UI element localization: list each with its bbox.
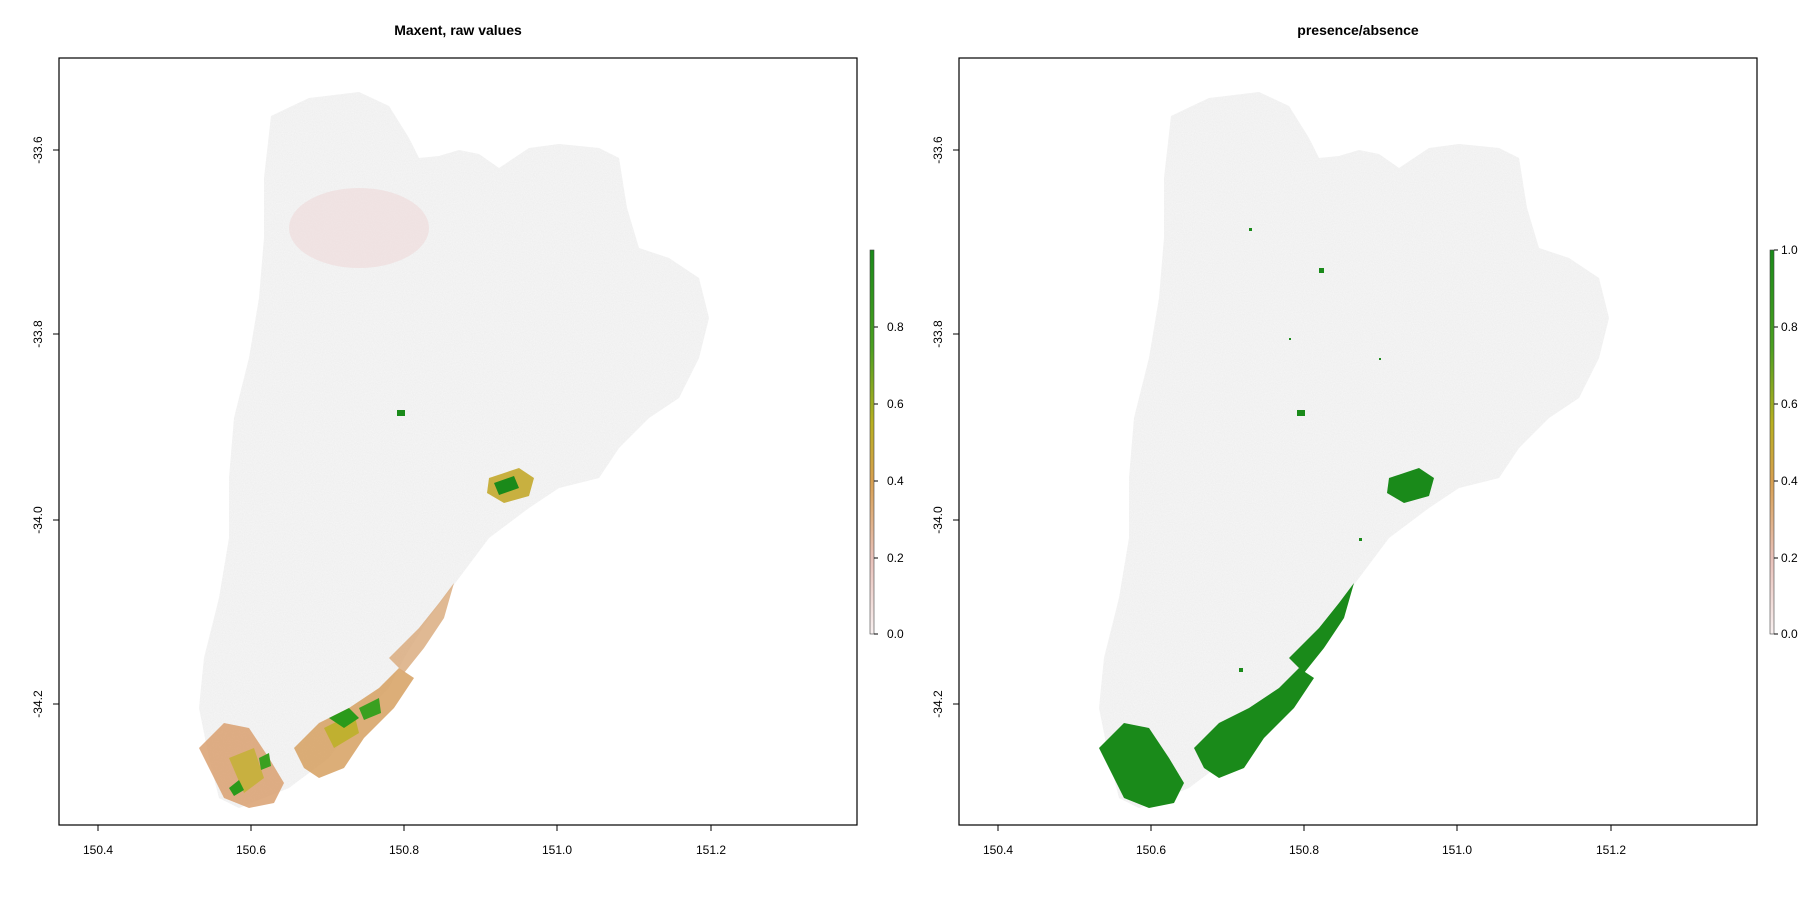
- y-tick-label: -33.6: [931, 136, 945, 164]
- x-tick-label: 150.6: [1136, 843, 1166, 857]
- panel-maxent: Maxent, raw values: [31, 22, 904, 857]
- panel-title: Maxent, raw values: [394, 22, 522, 38]
- y-tick-label: -34.0: [31, 506, 45, 534]
- legend-tick-label: 1.0: [1781, 243, 1798, 257]
- x-axis: 150.4 150.6 150.8 151.0 151.2: [83, 825, 726, 857]
- x-axis: 150.4 150.6 150.8 151.0 151.2: [983, 825, 1626, 857]
- legend-tick-label: 0.0: [887, 627, 904, 641]
- x-tick-label: 150.8: [389, 843, 419, 857]
- legend-bar: [869, 249, 875, 635]
- legend-tick-label: 0.6: [887, 397, 904, 411]
- legend-tick-label: 0.4: [887, 474, 904, 488]
- presence-cells: [1099, 228, 1434, 808]
- x-tick-label: 150.8: [1289, 843, 1319, 857]
- x-tick-label: 150.4: [983, 843, 1013, 857]
- y-axis: -33.6 -33.8 -34.0 -34.2: [31, 136, 59, 718]
- color-legend: 0.8 0.6 0.4 0.2 0.0: [869, 249, 904, 641]
- legend-tick-label: 0.4: [1781, 474, 1798, 488]
- legend-tick-label: 0.2: [1781, 551, 1798, 565]
- legend-bar: [1769, 249, 1775, 635]
- x-tick-label: 151.0: [1442, 843, 1472, 857]
- color-legend: 1.0 0.8 0.6 0.4 0.2 0.0: [1769, 243, 1798, 641]
- legend-tick-label: 0.6: [1781, 397, 1798, 411]
- y-tick-label: -33.8: [931, 320, 945, 348]
- x-tick-label: 151.2: [1596, 843, 1626, 857]
- x-tick-label: 150.4: [83, 843, 113, 857]
- x-tick-label: 150.6: [236, 843, 266, 857]
- x-tick-label: 151.2: [696, 843, 726, 857]
- panel-title: presence/absence: [1297, 22, 1419, 38]
- x-tick-label: 151.0: [542, 843, 572, 857]
- map-raster: [199, 92, 709, 808]
- suitability-hotspot: [397, 410, 534, 503]
- y-tick-label: -34.2: [931, 690, 945, 718]
- legend-tick-label: 0.2: [887, 551, 904, 565]
- map-raster: [1099, 92, 1609, 808]
- y-tick-label: -33.8: [31, 320, 45, 348]
- panel-presence: presence/absence: [931, 22, 1798, 857]
- y-tick-label: -34.2: [31, 690, 45, 718]
- y-tick-label: -34.0: [931, 506, 945, 534]
- legend-tick-label: 0.8: [887, 320, 904, 334]
- legend-tick-label: 0.0: [1781, 627, 1798, 641]
- suitability-coast: [199, 583, 454, 808]
- y-tick-label: -33.6: [31, 136, 45, 164]
- y-axis: -33.6 -33.8 -34.0 -34.2: [931, 136, 959, 718]
- legend-tick-label: 0.8: [1781, 320, 1798, 334]
